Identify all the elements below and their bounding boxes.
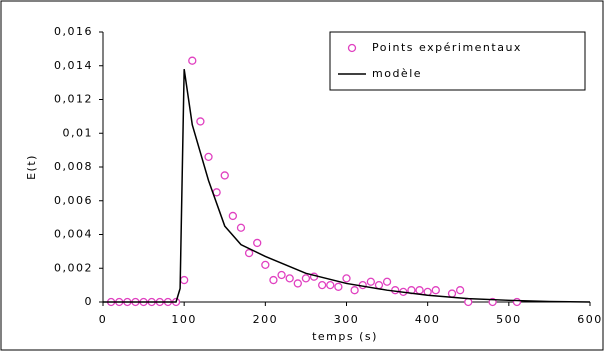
data-point (374, 280, 384, 290)
data-point (277, 270, 286, 280)
data-point (196, 117, 205, 126)
x-tick-label: 0 (99, 313, 108, 326)
x-tick-label: 600 (577, 313, 603, 326)
data-point (285, 274, 294, 283)
data-point (455, 286, 465, 295)
x-tick-label: 400 (415, 313, 441, 326)
data-point (204, 152, 213, 162)
y-axis-label: E(t) (25, 154, 38, 180)
data-point (350, 286, 359, 295)
data-point (180, 275, 189, 285)
data-point (269, 275, 278, 285)
x-tick-label: 100 (171, 313, 197, 326)
legend-marker (347, 43, 357, 53)
y-tick-label: 0,004 (54, 228, 93, 241)
y-tick-label: 0,008 (54, 160, 93, 173)
legend-box (329, 31, 586, 91)
x-tick-label: 500 (496, 313, 522, 326)
data-point (228, 211, 238, 221)
data-point (317, 280, 327, 290)
data-point (236, 223, 246, 232)
data-point (244, 248, 254, 258)
data-point (382, 277, 392, 286)
data-point (334, 282, 343, 291)
legend-label: modèle (372, 67, 422, 80)
y-tick-label: 0,016 (54, 25, 93, 38)
data-point (301, 274, 311, 283)
y-tick-label: 0,014 (54, 59, 93, 72)
data-point (261, 260, 270, 270)
data-point (447, 289, 457, 298)
y-tick-label: 0,002 (54, 261, 93, 274)
data-point (220, 171, 229, 180)
data-point (464, 297, 473, 307)
y-tick-label: 0,012 (54, 93, 93, 106)
x-axis-label: temps (s) (312, 330, 378, 343)
y-tick-label: 0 (85, 295, 94, 308)
data-point (415, 286, 424, 295)
data-point (366, 277, 376, 286)
y-tick-label: 0,01 (63, 126, 94, 139)
x-tick-label: 300 (334, 313, 360, 326)
data-point (431, 286, 440, 295)
legend-label: Points expérimentaux (372, 41, 522, 54)
x-tick-label: 200 (253, 313, 279, 326)
data-point (188, 56, 197, 65)
data-point (326, 280, 335, 290)
y-tick-label: 0,006 (54, 194, 93, 207)
data-point (512, 297, 522, 307)
data-point (253, 238, 262, 248)
data-point (342, 274, 351, 283)
data-point (293, 279, 302, 288)
model-line (103, 69, 591, 303)
